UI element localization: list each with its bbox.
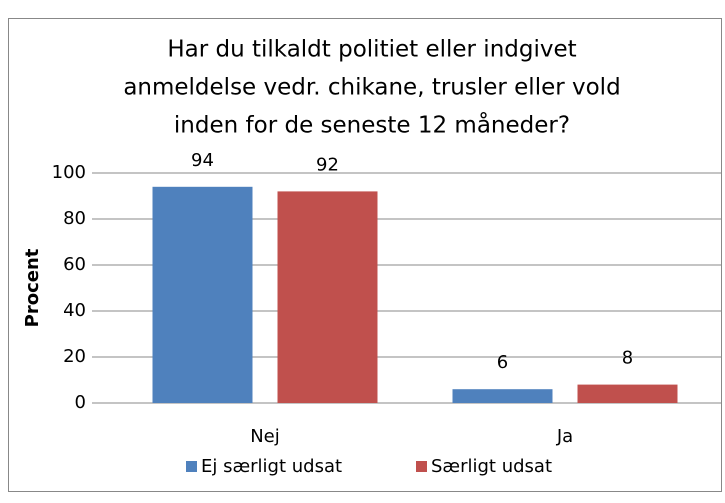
legend-swatch	[186, 461, 197, 472]
x-tick-label: Nej	[250, 426, 280, 447]
bar	[152, 186, 253, 403]
y-tick-label: 40	[63, 300, 86, 321]
y-axis-label: Procent	[22, 248, 43, 327]
bar	[452, 389, 553, 403]
chart-title: Har du tilkaldt politiet eller indgivet	[167, 37, 576, 63]
bar	[277, 191, 378, 403]
y-tick-label: 100	[52, 162, 86, 183]
chart-title: inden for de seneste 12 måneder?	[174, 111, 570, 139]
y-tick-label: 80	[63, 208, 86, 229]
y-tick-label: 60	[63, 254, 86, 275]
legend-label: Særligt udsat	[431, 456, 552, 477]
y-tick-label: 20	[63, 346, 86, 367]
bar	[577, 384, 678, 403]
data-label: 8	[622, 348, 633, 369]
chart-title: anmeldelse vedr. chikane, trusler eller …	[123, 75, 620, 101]
y-tick-label: 0	[75, 392, 86, 413]
data-label: 92	[316, 154, 339, 175]
legend-swatch	[416, 461, 427, 472]
legend-label: Ej særligt udsat	[201, 456, 342, 477]
x-tick-label: Ja	[556, 426, 573, 447]
data-label: 94	[191, 150, 214, 171]
data-label: 6	[497, 352, 508, 373]
